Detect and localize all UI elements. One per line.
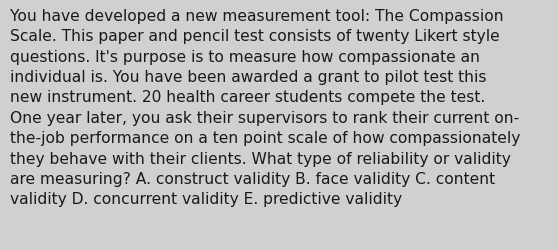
Text: You have developed a new measurement tool: The Compassion
Scale. This paper and : You have developed a new measurement too… [10,9,521,206]
